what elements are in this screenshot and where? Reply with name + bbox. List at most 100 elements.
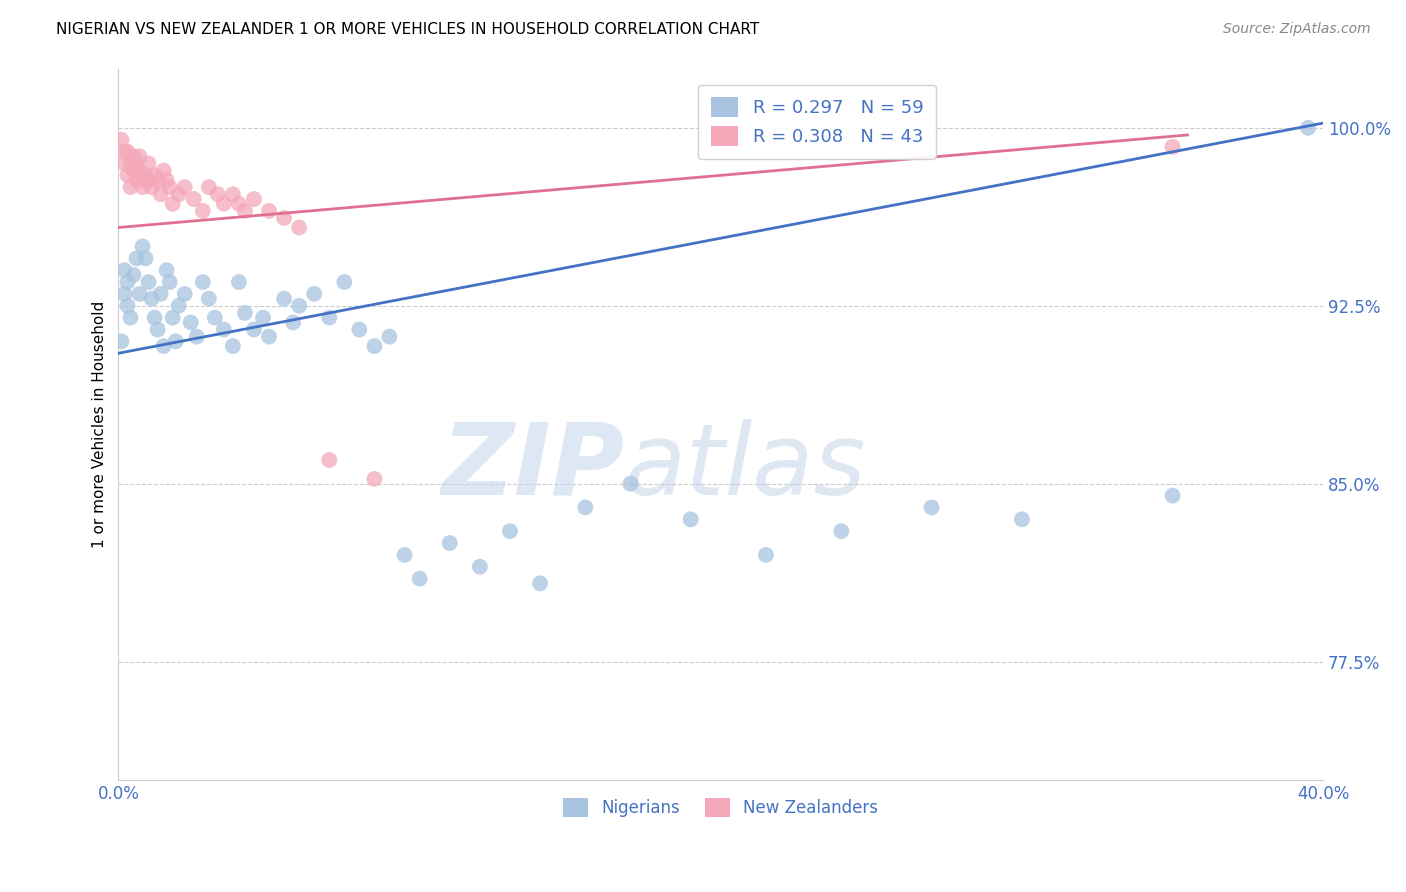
Legend: Nigerians, New Zealanders: Nigerians, New Zealanders — [555, 790, 887, 825]
Point — [138, 156, 160, 170]
Point — [186, 329, 208, 343]
Point — [117, 145, 139, 159]
Point — [755, 548, 778, 562]
Point — [191, 203, 214, 218]
Point — [198, 292, 221, 306]
Point — [273, 292, 295, 306]
Point — [212, 322, 235, 336]
Point — [128, 149, 150, 163]
Point — [363, 472, 385, 486]
Point — [146, 322, 169, 336]
Point — [318, 310, 340, 325]
Point — [165, 334, 187, 349]
Point — [162, 310, 184, 325]
Text: ZIP: ZIP — [441, 418, 624, 516]
Point — [252, 310, 274, 325]
Point — [152, 163, 174, 178]
Point — [439, 536, 461, 550]
Point — [222, 339, 245, 353]
Point — [302, 287, 325, 301]
Point — [349, 322, 371, 336]
Point — [243, 322, 266, 336]
Point — [143, 169, 166, 183]
Point — [159, 180, 181, 194]
Point — [117, 169, 139, 183]
Point — [222, 187, 245, 202]
Point — [198, 180, 221, 194]
Point — [228, 275, 250, 289]
Point — [180, 315, 202, 329]
Point — [499, 524, 522, 538]
Y-axis label: 1 or more Vehicles in Household: 1 or more Vehicles in Household — [93, 301, 107, 548]
Point — [156, 263, 179, 277]
Text: NIGERIAN VS NEW ZEALANDER 1 OR MORE VEHICLES IN HOUSEHOLD CORRELATION CHART: NIGERIAN VS NEW ZEALANDER 1 OR MORE VEHI… — [56, 22, 759, 37]
Point — [1296, 120, 1319, 135]
Point — [125, 173, 148, 187]
Point — [1161, 140, 1184, 154]
Point — [574, 500, 596, 515]
Point — [122, 163, 145, 178]
Point — [257, 329, 280, 343]
Point — [207, 187, 229, 202]
Point — [228, 196, 250, 211]
Point — [1161, 489, 1184, 503]
Point — [378, 329, 401, 343]
Point — [128, 287, 150, 301]
Point — [114, 287, 136, 301]
Point — [233, 306, 256, 320]
Point — [191, 275, 214, 289]
Point — [122, 149, 145, 163]
Point — [173, 287, 195, 301]
Point — [114, 145, 136, 159]
Point — [204, 310, 226, 325]
Point — [288, 220, 311, 235]
Point — [138, 275, 160, 289]
Point — [156, 173, 179, 187]
Point — [125, 156, 148, 170]
Point — [152, 339, 174, 353]
Point — [141, 180, 163, 194]
Point — [120, 180, 142, 194]
Point — [243, 192, 266, 206]
Point — [1011, 512, 1033, 526]
Point — [921, 500, 943, 515]
Point — [143, 310, 166, 325]
Point — [333, 275, 356, 289]
Point — [131, 180, 153, 194]
Point — [146, 173, 169, 187]
Point — [149, 287, 172, 301]
Point — [125, 252, 148, 266]
Point — [394, 548, 416, 562]
Point — [131, 239, 153, 253]
Point — [110, 334, 132, 349]
Point — [408, 572, 430, 586]
Point — [138, 173, 160, 187]
Point — [117, 299, 139, 313]
Point — [173, 180, 195, 194]
Point — [679, 512, 702, 526]
Text: Source: ZipAtlas.com: Source: ZipAtlas.com — [1223, 22, 1371, 37]
Point — [149, 187, 172, 202]
Point — [135, 169, 157, 183]
Point — [159, 275, 181, 289]
Point — [122, 268, 145, 282]
Point — [114, 263, 136, 277]
Point — [110, 133, 132, 147]
Point — [288, 299, 311, 313]
Point — [529, 576, 551, 591]
Point — [128, 163, 150, 178]
Point — [183, 192, 205, 206]
Point — [468, 559, 491, 574]
Point — [120, 310, 142, 325]
Point — [135, 252, 157, 266]
Text: atlas: atlas — [624, 418, 866, 516]
Point — [273, 211, 295, 225]
Point — [117, 275, 139, 289]
Point — [233, 203, 256, 218]
Point — [281, 315, 304, 329]
Point — [257, 203, 280, 218]
Point — [141, 292, 163, 306]
Point — [619, 476, 641, 491]
Point — [167, 299, 190, 313]
Point — [162, 196, 184, 211]
